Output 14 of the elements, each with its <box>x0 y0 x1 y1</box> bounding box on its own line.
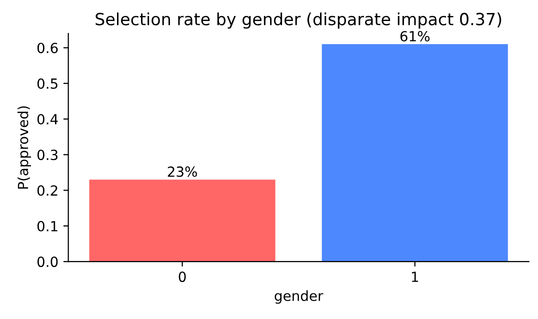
y-tick-label: 0.2 <box>37 185 58 196</box>
x-axis-title: gender <box>274 290 324 304</box>
data-label: 61% <box>400 30 430 42</box>
x-tick-label: 1 <box>412 272 418 282</box>
y-tick-label: 0.5 <box>37 78 58 89</box>
chart-title: Selection rate by gender (disparate impact 0.37) <box>96 12 502 29</box>
y-tick-label: 0.1 <box>37 220 58 232</box>
data-label: 23% <box>168 166 197 177</box>
y-tick-label: 0.0 <box>37 256 58 268</box>
y-tick-label: 0.6 <box>37 42 58 54</box>
y-tick-label: 0.3 <box>37 150 58 160</box>
x-tick-label: 0 <box>178 272 186 282</box>
y-axis-title: P(approved) <box>18 106 31 189</box>
y-tick-label: 0.4 <box>37 114 58 124</box>
